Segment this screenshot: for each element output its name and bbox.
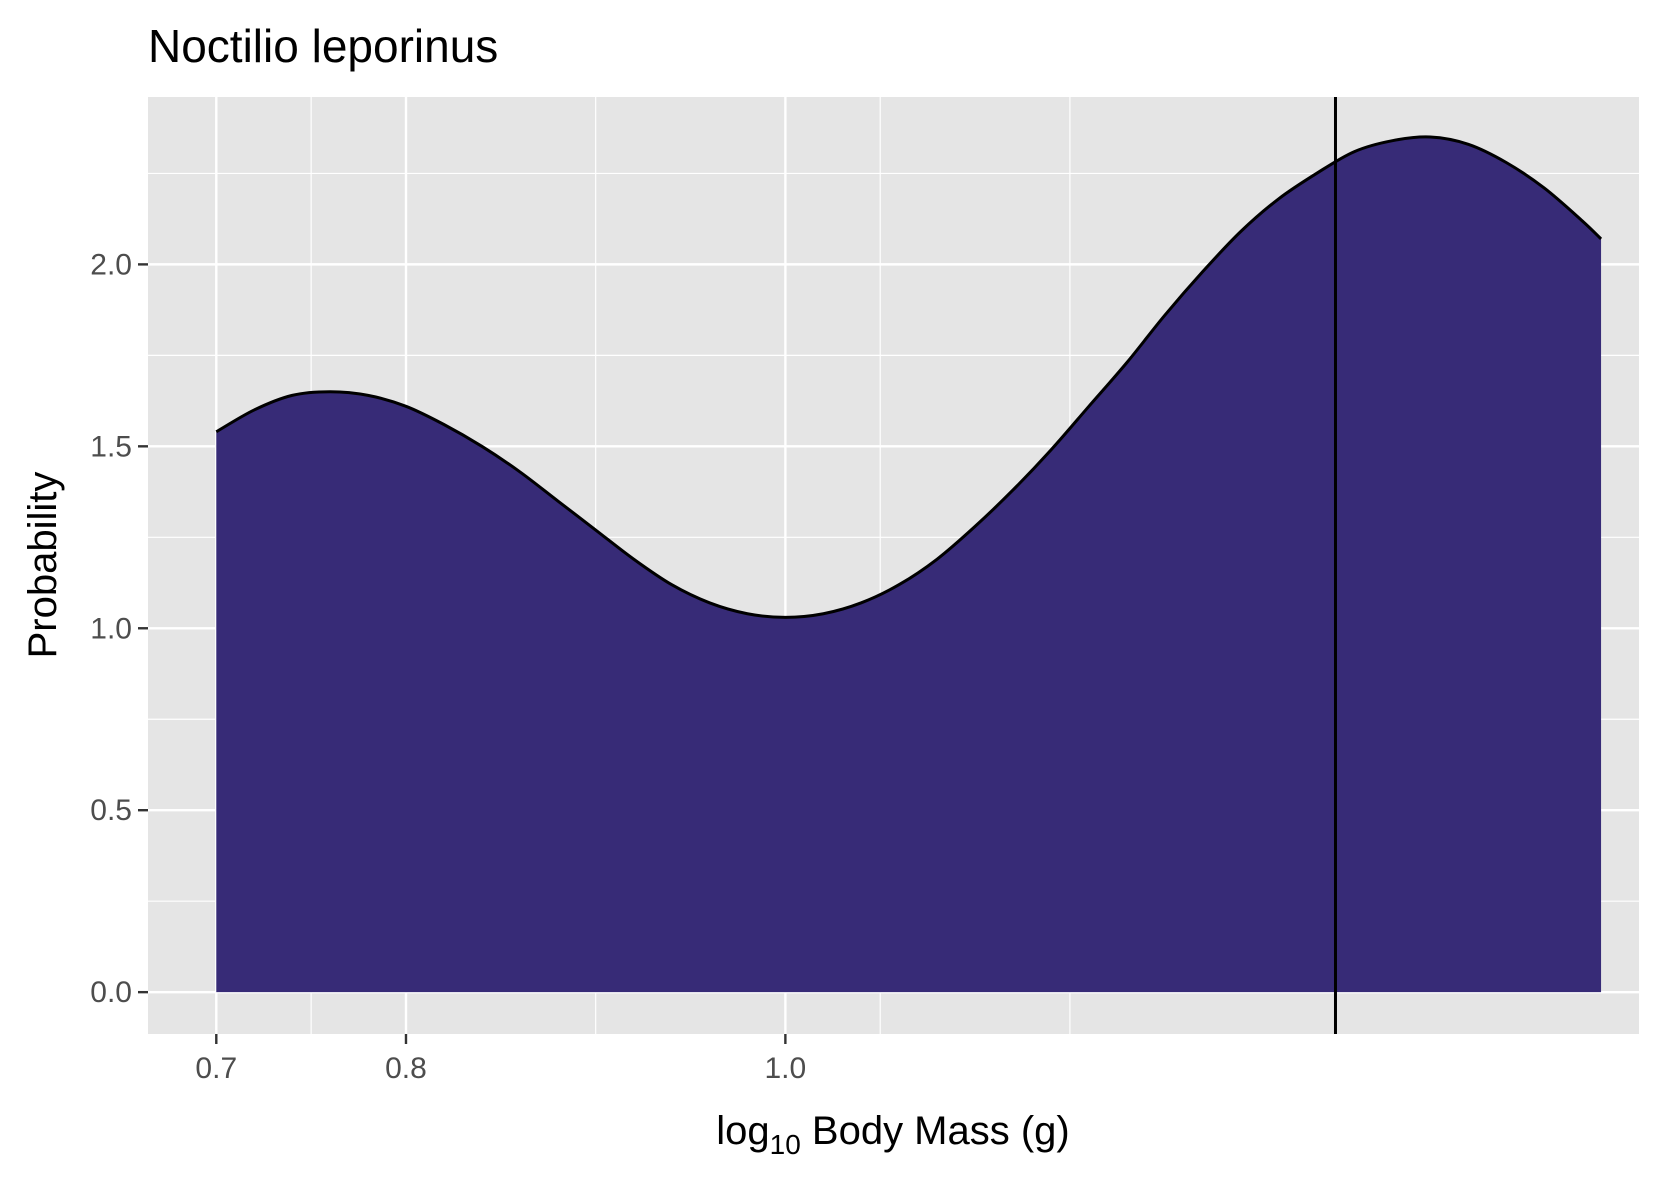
y-tick-label-2: 1.0 <box>90 612 132 645</box>
y-tick-label-3: 1.5 <box>90 430 132 463</box>
x-axis-title-rest: Body Mass (g) <box>801 1109 1070 1153</box>
y-tick-label-4: 2.0 <box>90 248 132 281</box>
x-axis: 0.7 0.8 1.0 <box>195 1034 806 1085</box>
series-layer <box>215 135 1603 993</box>
x-axis-title: log10 Body Mass (g) <box>716 1109 1070 1160</box>
y-axis: 0.0 0.5 1.0 1.5 2.0 <box>90 248 148 1009</box>
y-tick-label-1: 0.5 <box>90 794 132 827</box>
density-line-0 <box>215 135 1603 619</box>
y-tick-label-0: 0.0 <box>90 976 132 1009</box>
density-area-0 <box>216 136 1602 993</box>
x-tick-label-0: 0.7 <box>195 1052 237 1085</box>
x-tick-label-2: 1.0 <box>765 1052 807 1085</box>
x-tick-label-1: 0.8 <box>385 1052 427 1085</box>
y-axis-title: Probability <box>21 472 65 659</box>
x-axis-title-log: log <box>716 1109 769 1153</box>
chart-title: Noctilio leporinus <box>148 20 498 72</box>
x-axis-title-subscript: 10 <box>770 1129 801 1160</box>
